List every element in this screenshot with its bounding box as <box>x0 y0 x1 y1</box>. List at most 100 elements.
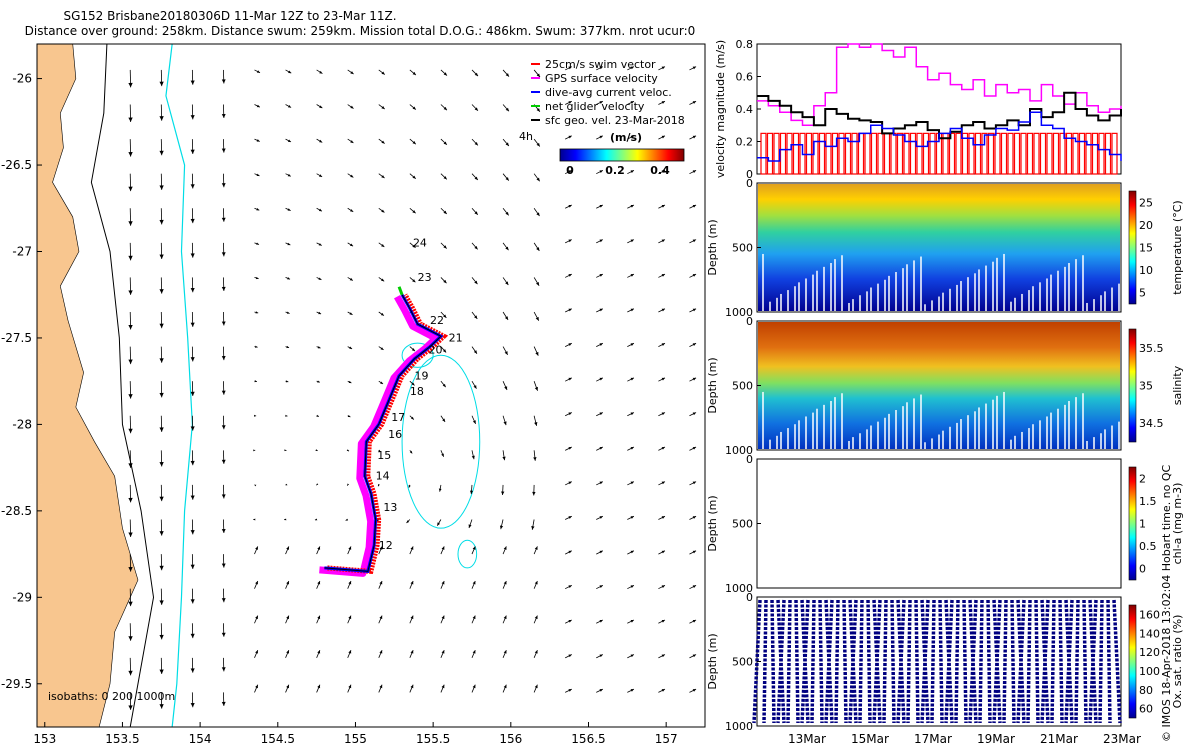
colorbar-label: Ox. sat. ratio (%) <box>1171 615 1184 709</box>
geo-velocity-arrowhead <box>316 483 319 486</box>
swim-bar <box>1020 132 1027 175</box>
oxygen-profile <box>896 599 906 724</box>
geo-velocity-arrowhead <box>128 290 133 295</box>
oxygen-profile <box>1026 599 1032 724</box>
geo-velocity-arrowhead <box>469 490 474 495</box>
geo-velocity-arrowhead <box>692 377 697 381</box>
geo-velocity-arrowhead <box>348 684 352 689</box>
swim-bar <box>948 132 956 175</box>
geo-velocity-arrowhead <box>443 279 447 284</box>
geo-velocity-arrowhead <box>661 447 665 450</box>
geo-velocity-arrowhead <box>190 702 195 708</box>
colorbar-label: temperature (°C) <box>1171 200 1184 294</box>
colorbar-tick: 0.2 <box>605 164 625 177</box>
geo-velocity-arrowhead <box>286 546 290 550</box>
geo-velocity-arrowhead <box>505 246 509 251</box>
geo-velocity-arrowhead <box>630 308 634 312</box>
geo-velocity-arrowhead <box>378 483 380 487</box>
geo-velocity-arrowhead <box>314 518 318 521</box>
y-tick-label: -27.5 <box>1 331 32 345</box>
geo-velocity-arrowhead <box>159 427 164 432</box>
geo-velocity-arrowhead <box>443 106 447 111</box>
colorbar-tick: 0.4 <box>650 164 670 177</box>
oxygen-profile <box>954 599 960 724</box>
isobath-200 <box>90 44 155 727</box>
geo-velocity-arrowhead <box>568 619 572 623</box>
geo-velocity-arrowhead <box>349 346 353 349</box>
geo-velocity-arrowhead <box>381 106 385 110</box>
geo-velocity-arrowhead <box>661 585 665 589</box>
oxygen-profile <box>762 599 768 724</box>
geo-velocity-arrowhead <box>438 488 442 492</box>
geo-velocity-arrowhead <box>221 217 226 222</box>
oxygen-profile <box>930 599 936 724</box>
geo-velocity-arrowhead <box>505 281 509 286</box>
geo-velocity-arrowhead <box>630 516 634 519</box>
geo-velocity-arrowhead <box>568 274 572 277</box>
geo-velocity-arrowhead <box>348 580 352 585</box>
swim-bar <box>1085 132 1092 175</box>
geo-velocity-arrowhead <box>128 255 133 261</box>
geo-velocity-arrowhead <box>599 585 603 589</box>
oxygen-profile <box>800 599 810 724</box>
geo-velocity-arrowhead <box>159 634 164 640</box>
geo-velocity-arrowhead <box>630 481 634 485</box>
geo-velocity-arrowhead <box>221 148 226 153</box>
geo-velocity-arrowhead <box>221 183 226 188</box>
geo-velocity-arrowhead <box>568 377 572 381</box>
oxygen-profile <box>794 599 800 724</box>
geo-velocity-arrowhead <box>599 66 603 70</box>
depth-tick: 500 <box>732 380 753 393</box>
oxygen-profile <box>1040 599 1050 724</box>
y-tick-label: -29 <box>12 590 32 604</box>
geo-velocity-arrowhead <box>630 274 634 277</box>
geo-velocity-arrowhead <box>128 428 133 434</box>
geo-velocity-arrowhead <box>319 139 323 143</box>
geo-velocity-arrowhead <box>254 380 257 383</box>
geo-velocity-arrowhead <box>692 447 697 450</box>
swim-bar <box>981 132 988 175</box>
geo-velocity-arrowhead <box>190 357 195 362</box>
geo-velocity-arrowhead <box>599 412 603 416</box>
geo-velocity-arrowhead <box>190 184 195 189</box>
geo-velocity-arrowhead <box>159 185 164 190</box>
geo-velocity-arrowhead <box>286 615 290 620</box>
depth-axis-label: Depth (m) <box>706 633 719 689</box>
geo-velocity-arrowhead <box>348 615 352 620</box>
geo-velocity-arrowhead <box>630 377 634 381</box>
dac-trace <box>324 293 444 573</box>
geo-velocity-arrowhead <box>534 650 538 654</box>
geo-velocity-arrowhead <box>318 243 322 246</box>
swim-bar <box>909 132 917 175</box>
geo-velocity-arrowhead <box>442 349 447 353</box>
geo-velocity-arrowhead <box>256 104 260 108</box>
geo-velocity-arrowhead <box>412 244 416 248</box>
colorbar-unit: (m/s) <box>610 131 642 144</box>
swim-bar <box>1013 132 1021 175</box>
geo-velocity-arrowhead <box>568 585 572 589</box>
swim-bar <box>825 132 832 175</box>
geo-velocity-arrowhead <box>159 531 164 536</box>
geo-velocity-arrowhead <box>630 447 634 450</box>
geo-velocity-arrowhead <box>505 73 510 77</box>
geo-velocity-arrowhead <box>190 426 195 431</box>
geo-velocity-arrowhead <box>536 108 540 112</box>
geo-velocity-arrowhead <box>692 343 697 346</box>
geo-velocity-arrowhead <box>661 239 665 243</box>
geo-velocity-arrowhead <box>287 242 291 246</box>
geo-velocity-arrowhead <box>285 483 288 486</box>
geo-velocity-arrowhead <box>319 70 323 74</box>
geo-velocity-arrowhead <box>159 600 164 605</box>
date-tick-label: 23Mar <box>1103 732 1141 746</box>
colorbar-tick: 15 <box>1139 242 1153 255</box>
geo-velocity-arrowhead <box>535 351 539 356</box>
geo-velocity-arrowhead <box>630 343 634 346</box>
swim-bar <box>1039 132 1047 175</box>
geo-velocity-arrowhead <box>692 274 697 277</box>
profile-field <box>758 184 1120 311</box>
geo-velocity-arrowhead <box>599 377 603 381</box>
colorbar-tick: 2 <box>1139 472 1146 485</box>
geo-velocity-arrowhead <box>128 497 133 503</box>
